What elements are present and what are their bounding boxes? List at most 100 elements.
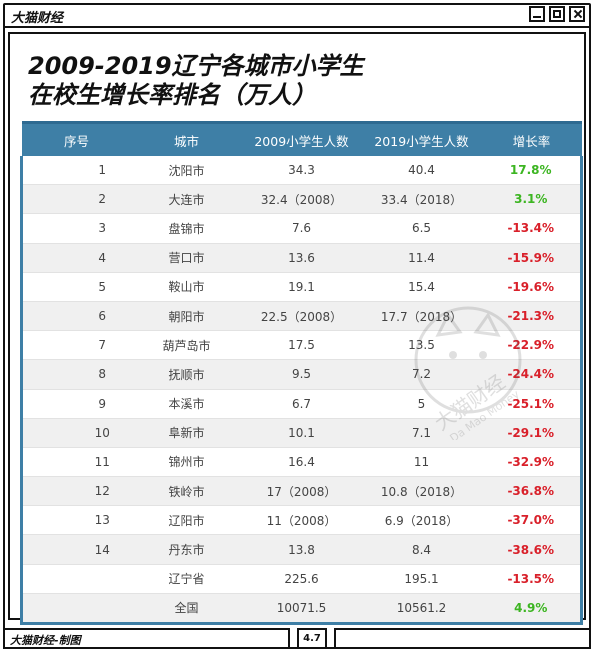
value-2009-cell: 13.6 [241,243,362,273]
rank-cell: 1 [21,156,132,186]
city-cell: 盘锦市 [131,213,242,244]
app-title: 大猫财经 [11,11,64,26]
city-cell: 阜新市 [131,418,242,448]
value-2019-cell: 8.4 [361,534,482,565]
city-cell: 铁岭市 [131,476,242,507]
value-2019-cell: 11 [361,447,482,478]
minimize-icon[interactable] [529,6,545,22]
table-row: 5 鞍山市 19.1 15.4 -19.6% [21,272,582,302]
rank-cell: 7 [21,330,132,361]
value-2019-cell: 195.1 [361,564,482,594]
value-2019-cell: 7.2 [361,359,482,390]
footer-credit-box: 大猫财经-制图 [3,628,290,649]
value-2019-cell: 40.4 [361,156,482,186]
value-2009-cell: 9.5 [241,359,362,390]
close-icon[interactable] [569,6,585,22]
footer-credit: 大猫财经-制图 [10,634,81,647]
table-row: 4 营口市 13.6 11.4 -15.9% [21,243,582,273]
rank-cell [21,593,132,625]
rank-cell: 12 [21,476,132,507]
rank-cell [21,564,132,594]
rank-cell: 8 [21,359,132,390]
table-row: 全国 10071.5 10561.2 4.9% [21,593,582,625]
rank-cell: 6 [21,301,132,332]
value-2019-cell: 13.5 [361,330,482,361]
growth-cell: 17.8% [481,156,582,186]
rank-cell: 4 [21,243,132,273]
value-2009-cell: 7.6 [241,213,362,244]
value-2009-cell: 10.1 [241,418,362,448]
value-2009-cell: 16.4 [241,447,362,478]
value-2009-cell: 17.5 [241,330,362,361]
value-2009-cell: 19.1 [241,272,362,302]
table-row: 2 大连市 32.4（2008） 33.4（2018） 3.1% [21,184,582,215]
table-row: 14 丹东市 13.8 8.4 -38.6% [21,534,582,565]
value-2009-cell: 10071.5 [241,593,362,625]
growth-cell: -36.8% [481,476,582,507]
rank-cell: 3 [21,213,132,244]
table-row: 12 铁岭市 17（2008） 10.8（2018） -36.8% [21,476,582,507]
table-row: 1 沈阳市 34.3 40.4 17.8% [21,156,582,186]
growth-cell: 4.9% [481,593,582,625]
window-controls [529,6,585,22]
city-cell: 辽宁省 [131,564,242,594]
table-row: 3 盘锦市 7.6 6.5 -13.4% [21,213,582,244]
value-2009-cell: 34.3 [241,156,362,186]
table-row: 7 葫芦岛市 17.5 13.5 -22.9% [21,330,582,361]
table-row: 11 锦州市 16.4 11 -32.9% [21,447,582,478]
city-cell: 全国 [131,593,242,625]
growth-cell: -19.6% [481,272,582,302]
maximize-icon[interactable] [549,6,565,22]
city-cell: 辽阳市 [131,505,242,536]
value-2009-cell: 17（2008） [241,476,362,507]
growth-cell: -22.9% [481,330,582,361]
table-row: 13 辽阳市 11（2008） 6.9（2018） -37.0% [21,505,582,536]
rank-cell: 11 [21,447,132,478]
value-2019-cell: 6.9（2018） [361,505,482,536]
title-line-2: 在校生增长率排名（万人） [28,81,316,109]
value-2009-cell: 225.6 [241,564,362,594]
growth-cell: -25.1% [481,389,582,419]
value-2009-cell: 32.4（2008） [241,184,362,215]
rank-cell: 2 [21,184,132,215]
footer-date: 4.7 [303,633,321,644]
value-2009-cell: 11（2008） [241,505,362,536]
value-2019-cell: 5 [361,389,482,419]
city-cell: 鞍山市 [131,272,242,302]
city-cell: 丹东市 [131,534,242,565]
value-2019-cell: 11.4 [361,243,482,273]
value-2009-cell: 6.7 [241,389,362,419]
table-header-row: 序号 城市 2009小学生人数 2019小学生人数 增长率 [21,121,582,156]
title-line-1: 2009-2019辽宁各城市小学生 [28,52,364,80]
city-cell: 葫芦岛市 [131,330,242,361]
growth-cell: -24.4% [481,359,582,390]
growth-cell: -13.4% [481,213,582,244]
value-2009-cell: 13.8 [241,534,362,565]
city-cell: 锦州市 [131,447,242,478]
value-2019-cell: 17.7（2018） [361,301,482,332]
value-2019-cell: 6.5 [361,213,482,244]
value-2019-cell: 7.1 [361,418,482,448]
growth-cell: -29.1% [481,418,582,448]
table-row: 10 阜新市 10.1 7.1 -29.1% [21,418,582,448]
column-header: 2019小学生人数 [361,121,482,156]
value-2019-cell: 33.4（2018） [361,184,482,215]
city-cell: 大连市 [131,184,242,215]
city-cell: 朝阳市 [131,301,242,332]
growth-cell: -15.9% [481,243,582,273]
value-2009-cell: 22.5（2008） [241,301,362,332]
column-header: 增长率 [481,121,582,156]
city-cell: 营口市 [131,243,242,273]
growth-cell: -37.0% [481,505,582,536]
column-header: 2009小学生人数 [241,121,362,156]
city-cell: 抚顺市 [131,359,242,390]
rank-cell: 5 [21,272,132,302]
rank-cell: 9 [21,389,132,419]
column-header: 序号 [21,121,132,156]
table-row: 8 抚顺市 9.5 7.2 -24.4% [21,359,582,390]
footer-date-box: 4.7 [297,628,327,649]
footer: 大猫财经-制图 4.7 [3,628,591,649]
title-bar: 大猫财经 [3,3,591,28]
rank-cell: 13 [21,505,132,536]
growth-cell: 3.1% [481,184,582,215]
